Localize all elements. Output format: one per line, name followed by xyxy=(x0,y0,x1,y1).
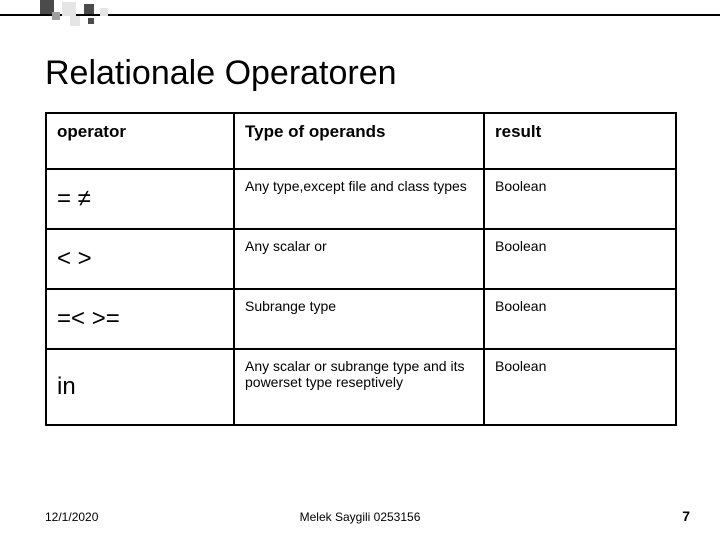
cell-operator: = ≠ xyxy=(46,169,234,229)
col-result: result xyxy=(484,113,676,169)
cell-operands: Any scalar or xyxy=(234,229,484,289)
slide: Relationale Operatoren operator Type of … xyxy=(0,0,720,540)
cell-result: Boolean xyxy=(484,229,676,289)
page-title: Relationale Operatoren xyxy=(45,54,397,93)
deco-square xyxy=(88,18,94,24)
operators-table: operator Type of operands result = ≠ Any… xyxy=(45,112,677,426)
table-row: = ≠ Any type,except file and class types… xyxy=(46,169,676,229)
cell-operator: in xyxy=(46,349,234,425)
table-row: < > Any scalar or Boolean xyxy=(46,229,676,289)
cell-operands: Any type,except file and class types xyxy=(234,169,484,229)
footer-page: 7 xyxy=(682,508,690,524)
header-decoration xyxy=(0,0,720,30)
deco-square xyxy=(84,4,94,14)
cell-result: Boolean xyxy=(484,349,676,425)
cell-operator: =< >= xyxy=(46,289,234,349)
col-operands: Type of operands xyxy=(234,113,484,169)
cell-operands: Subrange type xyxy=(234,289,484,349)
deco-square xyxy=(52,12,60,20)
table-row: in Any scalar or subrange type and its p… xyxy=(46,349,676,425)
cell-result: Boolean xyxy=(484,289,676,349)
col-operator: operator xyxy=(46,113,234,169)
cell-result: Boolean xyxy=(484,169,676,229)
cell-operands: Any scalar or subrange type and its powe… xyxy=(234,349,484,425)
table-header-row: operator Type of operands result xyxy=(46,113,676,169)
footer-author: Melek Saygili 0253156 xyxy=(0,510,720,524)
deco-square xyxy=(70,16,80,26)
table-row: =< >= Subrange type Boolean xyxy=(46,289,676,349)
header-line xyxy=(0,14,720,16)
deco-square xyxy=(62,2,76,16)
deco-square xyxy=(100,8,108,16)
cell-operator: < > xyxy=(46,229,234,289)
